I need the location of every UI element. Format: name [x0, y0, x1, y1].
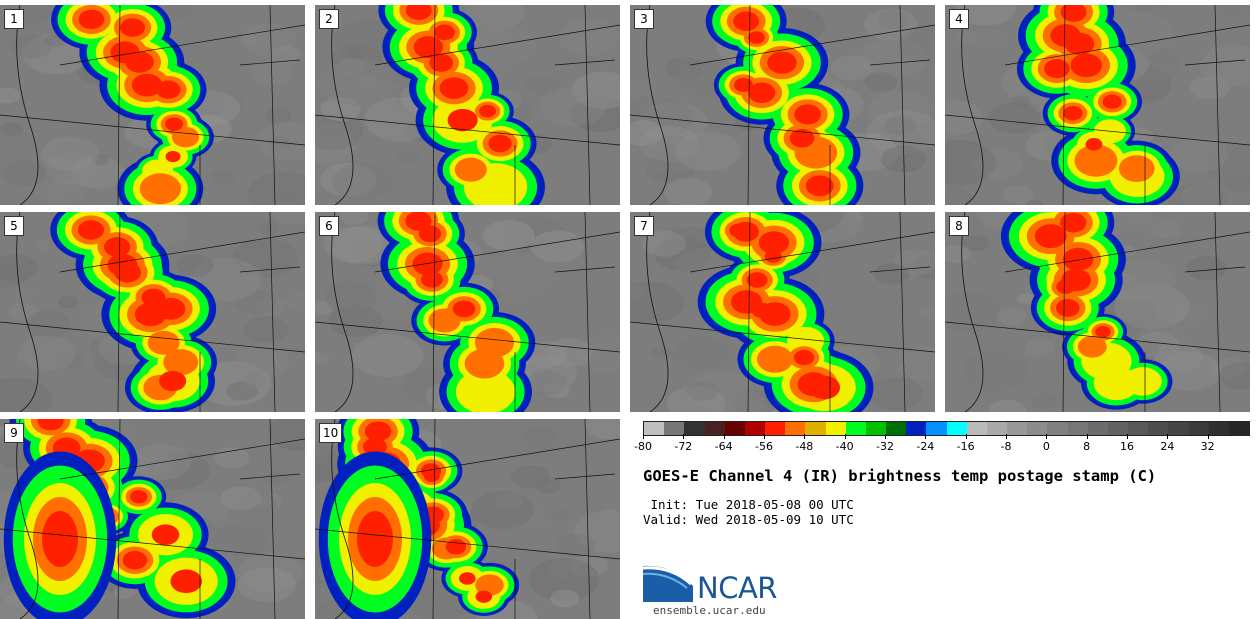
panel-number-label: 6 — [319, 216, 339, 236]
colorbar-segment — [946, 422, 968, 435]
colorbar-tick — [723, 434, 725, 439]
colorbar-segment — [986, 422, 1008, 435]
logo-text: NCAR — [697, 571, 777, 605]
colorbar-tick-label: -24 — [916, 440, 935, 453]
colorbar-tick-label: 8 — [1083, 440, 1091, 453]
panel-number-label: 7 — [634, 216, 654, 236]
panel-number-label: 2 — [319, 9, 339, 29]
ir-map — [945, 212, 1250, 412]
colorbar-tick — [844, 434, 846, 439]
colorbar-segment — [1087, 422, 1109, 435]
colorbar-tick-label: -48 — [795, 440, 814, 453]
colorbar-segment — [1128, 422, 1149, 435]
colorbar-segment — [1208, 422, 1230, 435]
colorbar-segment — [966, 422, 988, 435]
colorbar-tick — [1207, 434, 1209, 439]
colorbar-tick-label: 24 — [1160, 440, 1175, 453]
colorbar-segment — [825, 422, 847, 435]
ir-map — [0, 419, 305, 619]
colorbar-segment — [1107, 422, 1129, 435]
init-time: Init: Tue 2018-05-08 00 UTC — [643, 497, 854, 512]
colorbar-tick-label: -40 — [835, 440, 854, 453]
colorbar-segment — [765, 422, 786, 435]
colorbar-tick — [643, 434, 644, 439]
colorbar-segment — [926, 422, 947, 435]
colorbar-segment — [1168, 422, 1189, 435]
colorbar-segment — [1007, 422, 1028, 435]
colorbar-segment — [906, 422, 927, 435]
ir-map — [0, 212, 305, 412]
ir-map — [315, 212, 620, 412]
colorbar-segment — [1228, 422, 1250, 435]
ir-map — [945, 5, 1250, 205]
colorbar-segment — [724, 422, 746, 435]
colorbar-segment — [664, 422, 685, 435]
colorbar-tick — [804, 434, 806, 439]
colorbar-tick — [1167, 434, 1169, 439]
colorbar-tick-label: -32 — [876, 440, 894, 453]
colorbar-segment — [1047, 422, 1068, 435]
map-panel-1: 1 — [0, 5, 305, 205]
map-panel-6: 6 — [315, 212, 620, 412]
colorbar-tick-label: -80 — [634, 440, 652, 453]
colorbar-tick-label: 16 — [1120, 440, 1134, 453]
colorbar-segment — [744, 422, 766, 435]
colorbar-segment — [1188, 422, 1210, 435]
colorbar-tick-label: -56 — [755, 440, 773, 453]
valid-time: Valid: Wed 2018-05-09 10 UTC — [643, 512, 854, 527]
panel-number-label: 3 — [634, 9, 654, 29]
panel-number-label: 10 — [319, 423, 343, 443]
colorbar-tick-label: 32 — [1200, 440, 1215, 453]
map-panel-7: 7 — [630, 212, 935, 412]
ir-map — [315, 5, 620, 205]
colorbar-tick — [1127, 434, 1128, 439]
colorbar-tick — [925, 434, 927, 439]
chart-title: GOES-E Channel 4 (IR) brightness temp po… — [643, 467, 1157, 485]
colorbar-tick — [764, 434, 765, 439]
colorbar-segment — [845, 422, 867, 435]
colorbar-tick-label: -8 — [1000, 440, 1012, 453]
map-panel-5: 5 — [0, 212, 305, 412]
colorbar-tick-label: -16 — [956, 440, 975, 453]
colorbar-segment — [644, 422, 665, 435]
map-panel-9: 9 — [0, 419, 305, 619]
colorbar-segment — [785, 422, 806, 435]
colorbar-tick — [1046, 434, 1048, 439]
colorbar-segment — [684, 422, 705, 435]
ir-map — [0, 5, 305, 205]
colorbar-tick — [683, 434, 685, 439]
ncar-logo — [643, 565, 693, 602]
colorbar-segment — [805, 422, 826, 435]
colorbar-tick-label: 0 — [1042, 440, 1050, 453]
colorbar-tick-label: -64 — [714, 440, 733, 453]
colorbar — [643, 421, 1250, 436]
colorbar-tick — [965, 434, 967, 439]
colorbar-tick — [885, 434, 886, 439]
panel-number-label: 4 — [949, 9, 969, 29]
map-panel-2: 2 — [315, 5, 620, 205]
colorbar-segment — [1067, 422, 1089, 435]
panel-number-label: 9 — [4, 423, 24, 443]
colorbar-segment — [1148, 422, 1169, 435]
colorbar-ticks: -80 -72 -64 -56 -48 -40 -32 -24 -16 -8 0 8 16 24 32 — [634, 434, 1248, 458]
map-panel-3: 3 — [630, 5, 935, 205]
colorbar-segment — [886, 422, 907, 435]
ir-map — [630, 5, 935, 205]
panel-number-label: 8 — [949, 216, 969, 236]
colorbar-tick — [1086, 434, 1088, 439]
colorbar-segment — [704, 422, 726, 435]
map-panel-10: 10 — [315, 419, 620, 619]
colorbar-segment — [1027, 422, 1048, 435]
panel-number-label: 1 — [4, 9, 24, 29]
map-panel-8: 8 — [945, 212, 1250, 412]
ir-map — [315, 419, 620, 619]
panel-number-label: 5 — [4, 216, 24, 236]
map-panel-4: 4 — [945, 5, 1250, 205]
site-url: ensemble.ucar.edu — [653, 604, 766, 617]
ir-map — [630, 212, 935, 412]
colorbar-segment — [865, 422, 887, 435]
colorbar-tick — [1006, 434, 1007, 439]
colorbar-tick-label: -72 — [674, 440, 693, 453]
init-time-text: Init: Tue 2018-05-08 00 UTC — [650, 497, 854, 512]
